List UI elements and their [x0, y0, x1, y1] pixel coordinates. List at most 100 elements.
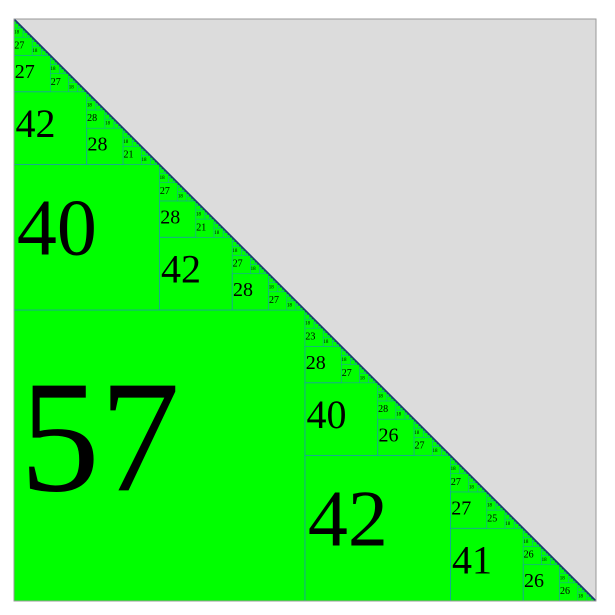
square-cell [13, 91, 88, 165]
square-cell [404, 414, 410, 420]
square-cell [395, 405, 401, 411]
square-cell [159, 200, 197, 238]
cell-label: 27 [451, 497, 471, 519]
square-cell [422, 432, 429, 438]
square-cell [213, 223, 219, 229]
cell-label: 28 [306, 352, 326, 374]
square-cell [304, 314, 310, 320]
square-cell [504, 514, 510, 520]
cell-label: 18 [342, 358, 348, 363]
cell-label: 27 [51, 77, 61, 88]
square-cell [386, 396, 392, 402]
square-cell [159, 168, 165, 174]
cell-label: 27 [233, 259, 243, 270]
cell-label: 18 [396, 413, 402, 418]
cell-label: 18 [51, 67, 57, 72]
square-cell [313, 323, 319, 329]
cell-label: 18 [523, 540, 529, 545]
square-cell [513, 523, 519, 529]
cell-label: 42 [308, 476, 388, 564]
cell-label: 21 [196, 222, 206, 233]
cell-label: 26 [524, 550, 534, 561]
square-cell [232, 241, 238, 247]
square-cell [586, 596, 592, 602]
square-cell [168, 177, 174, 183]
cell-label: 57 [20, 347, 180, 525]
square-cell [241, 250, 247, 256]
square-cell [486, 496, 492, 502]
cell-label: 18 [69, 85, 75, 90]
square-cell [523, 532, 529, 538]
square-cell [559, 568, 565, 574]
square-cell [413, 423, 419, 429]
cell-label: 18 [196, 213, 202, 218]
square-cell [304, 382, 379, 456]
square-cell [295, 305, 301, 311]
cell-label: 18 [542, 558, 548, 563]
square-cell [141, 150, 147, 156]
cell-label: 26 [524, 570, 544, 592]
cell-label: 18 [123, 140, 129, 145]
square-cell [159, 236, 233, 311]
cell-label: 18 [14, 31, 20, 36]
hypotenuse-edge [13, 18, 597, 602]
square-cell [150, 159, 156, 165]
cell-label: 40 [17, 185, 97, 273]
cell-label: 42 [15, 101, 55, 146]
cell-label: 18 [269, 285, 275, 290]
cell-label: 26 [560, 586, 570, 597]
square-cell [259, 268, 265, 274]
cell-label: 26 [378, 425, 398, 447]
square-cell [459, 468, 465, 474]
square-cell [41, 50, 47, 56]
square-cell [204, 214, 210, 220]
cell-label: 18 [578, 595, 584, 600]
cell-label: 42 [161, 246, 201, 291]
square-cell [550, 559, 556, 565]
cell-label: 18 [87, 103, 93, 108]
diagram-frame [13, 18, 597, 602]
cell-label: 27 [160, 186, 170, 197]
square-cell [304, 455, 451, 602]
square-cell [59, 68, 65, 74]
square-cell [532, 541, 538, 547]
square-cell [368, 377, 374, 383]
cell-label: 18 [305, 322, 311, 327]
square-cell [50, 59, 56, 65]
square-cell [268, 277, 274, 283]
cell-label: 18 [232, 249, 238, 254]
cell-label: 18 [105, 122, 111, 127]
cell-label: 18 [160, 176, 166, 181]
cell-label: 28 [160, 206, 180, 228]
cell-label: 27 [14, 40, 24, 51]
cell-label: 27 [15, 61, 35, 83]
square-cell [86, 96, 92, 102]
square-cell [541, 550, 547, 556]
square-cell [222, 232, 228, 238]
cell-label: 18 [414, 431, 420, 436]
square-cell [332, 341, 338, 347]
cell-label: 18 [451, 467, 457, 472]
cell-label: 18 [560, 576, 566, 581]
cell-label: 28 [87, 134, 107, 156]
square-cell [468, 477, 474, 484]
square-cell [131, 141, 138, 147]
square-cell [522, 564, 561, 602]
cell-label: 18 [323, 340, 329, 345]
cell-label: 18 [505, 522, 511, 527]
square-cell [86, 127, 124, 165]
square-cell [31, 41, 37, 47]
cell-label: 18 [360, 376, 366, 381]
square-cell [104, 114, 110, 120]
square-cell [277, 287, 283, 293]
cell-label: 27 [342, 368, 352, 379]
square-cell [450, 459, 456, 465]
cell-label: 23 [305, 331, 315, 342]
cell-label: 18 [487, 504, 493, 509]
cell-label: 18 [432, 449, 438, 454]
square-cell [322, 332, 328, 338]
square-cell [68, 77, 74, 83]
cell-label: 40 [306, 392, 346, 437]
cell-label: 18 [141, 158, 147, 163]
